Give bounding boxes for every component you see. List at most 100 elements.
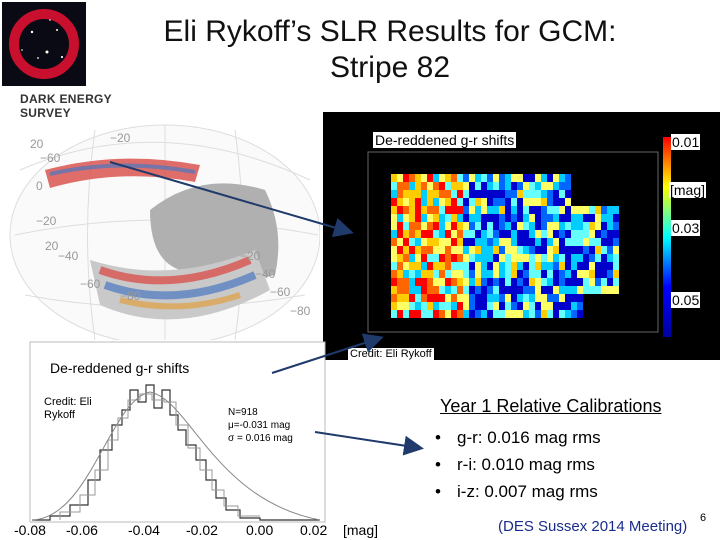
heatmap-cell bbox=[427, 206, 433, 214]
heatmap-cell bbox=[457, 222, 463, 230]
heatmap-cell bbox=[541, 286, 547, 294]
heatmap-cell bbox=[499, 294, 505, 302]
heatmap-cell bbox=[523, 302, 529, 310]
heatmap-cell bbox=[397, 206, 403, 214]
heatmap-plot bbox=[323, 112, 720, 360]
heatmap-cell bbox=[457, 286, 463, 294]
heatmap-cell bbox=[391, 302, 397, 310]
heatmap-cell bbox=[475, 310, 481, 318]
heatmap-cell bbox=[511, 254, 517, 262]
heatmap-cell bbox=[499, 286, 505, 294]
heatmap-cell bbox=[463, 230, 469, 238]
heatmap-cell bbox=[529, 238, 535, 246]
heatmap-cell bbox=[463, 278, 469, 286]
calibrations-title: Year 1 Relative Calibrations bbox=[440, 396, 662, 416]
sky-label: 20 bbox=[30, 137, 44, 151]
heatmap-cell bbox=[403, 174, 409, 182]
sky-label: −40 bbox=[255, 267, 276, 281]
heatmap-cell bbox=[571, 222, 577, 230]
heatmap-cell bbox=[571, 230, 577, 238]
heatmap-cell bbox=[505, 174, 511, 182]
heatmap-cell bbox=[553, 198, 559, 206]
heatmap-cell bbox=[445, 270, 451, 278]
sky-label: −80 bbox=[290, 304, 311, 318]
heatmap-cell bbox=[439, 278, 445, 286]
heatmap-cell bbox=[517, 262, 523, 270]
heatmap-cell bbox=[517, 190, 523, 198]
heatmap-cell bbox=[565, 182, 571, 190]
heatmap-cell bbox=[427, 174, 433, 182]
heatmap-cell bbox=[553, 254, 559, 262]
heatmap-cell bbox=[505, 254, 511, 262]
heatmap-cell bbox=[469, 246, 475, 254]
heatmap-cell bbox=[577, 270, 583, 278]
heatmap-cell bbox=[457, 230, 463, 238]
heatmap-cell bbox=[565, 286, 571, 294]
heatmap-cell bbox=[547, 262, 553, 270]
heatmap-cell bbox=[523, 294, 529, 302]
heatmap-cell bbox=[481, 222, 487, 230]
heatmap-cell bbox=[577, 254, 583, 262]
heatmap-cell bbox=[487, 230, 493, 238]
heatmap-cell bbox=[601, 270, 607, 278]
heatmap-cell bbox=[499, 278, 505, 286]
heatmap-cell bbox=[553, 238, 559, 246]
heatmap-cell bbox=[415, 238, 421, 246]
heatmap-cell bbox=[565, 278, 571, 286]
heatmap-cell bbox=[499, 262, 505, 270]
heatmap-cell bbox=[523, 182, 529, 190]
x-tick-label: -0.06 bbox=[66, 522, 98, 538]
heatmap-cell bbox=[553, 246, 559, 254]
heatmap-cell bbox=[421, 182, 427, 190]
heatmap-cell bbox=[427, 198, 433, 206]
heatmap-cell bbox=[541, 254, 547, 262]
sky-label: 0 bbox=[36, 179, 43, 193]
heatmap-cell bbox=[469, 270, 475, 278]
heatmap-cell bbox=[559, 262, 565, 270]
heatmap-cell bbox=[451, 270, 457, 278]
heatmap-cell bbox=[493, 294, 499, 302]
x-tick-label: 0.00 bbox=[246, 522, 274, 538]
heatmap-cell bbox=[547, 254, 553, 262]
heatmap-cell bbox=[541, 310, 547, 318]
heatmap-cell bbox=[493, 190, 499, 198]
heatmap-cell bbox=[529, 190, 535, 198]
heatmap-cell bbox=[553, 190, 559, 198]
histogram-steps bbox=[32, 384, 320, 521]
heatmap-cell bbox=[517, 198, 523, 206]
heatmap-cell bbox=[541, 278, 547, 286]
heatmap-cell bbox=[403, 294, 409, 302]
heatmap-cell bbox=[529, 174, 535, 182]
heatmap-cell bbox=[499, 214, 505, 222]
heatmap-cell bbox=[391, 238, 397, 246]
heatmap-cell bbox=[607, 278, 613, 286]
heatmap-cell bbox=[589, 222, 595, 230]
heatmap-cell bbox=[517, 254, 523, 262]
heatmap-cell bbox=[433, 198, 439, 206]
heatmap-cell bbox=[487, 190, 493, 198]
heatmap-cell bbox=[517, 238, 523, 246]
heatmap-cell bbox=[451, 190, 457, 198]
heatmap-cell bbox=[601, 222, 607, 230]
heatmap-cell bbox=[499, 206, 505, 214]
heatmap-cell bbox=[523, 174, 529, 182]
heatmap-cell bbox=[541, 198, 547, 206]
heatmap-cell bbox=[583, 222, 589, 230]
heatmap-cell bbox=[547, 222, 553, 230]
heatmap-cell bbox=[457, 214, 463, 222]
heatmap-cell bbox=[439, 302, 445, 310]
heatmap-cell bbox=[451, 238, 457, 246]
calibration-item: • i-z: 0.007 mag rms bbox=[435, 482, 598, 501]
heatmap-cell bbox=[445, 254, 451, 262]
heatmap-cell bbox=[409, 286, 415, 294]
heatmap-cell bbox=[409, 198, 415, 206]
heatmap-cell bbox=[505, 214, 511, 222]
heatmap-cell bbox=[511, 174, 517, 182]
heatmap-cell bbox=[547, 238, 553, 246]
heatmap-cell bbox=[499, 254, 505, 262]
heatmap-cell bbox=[481, 302, 487, 310]
heatmap-cell bbox=[487, 246, 493, 254]
heatmap-cell bbox=[559, 286, 565, 294]
heatmap-cell bbox=[613, 206, 619, 214]
heatmap-cell bbox=[493, 206, 499, 214]
